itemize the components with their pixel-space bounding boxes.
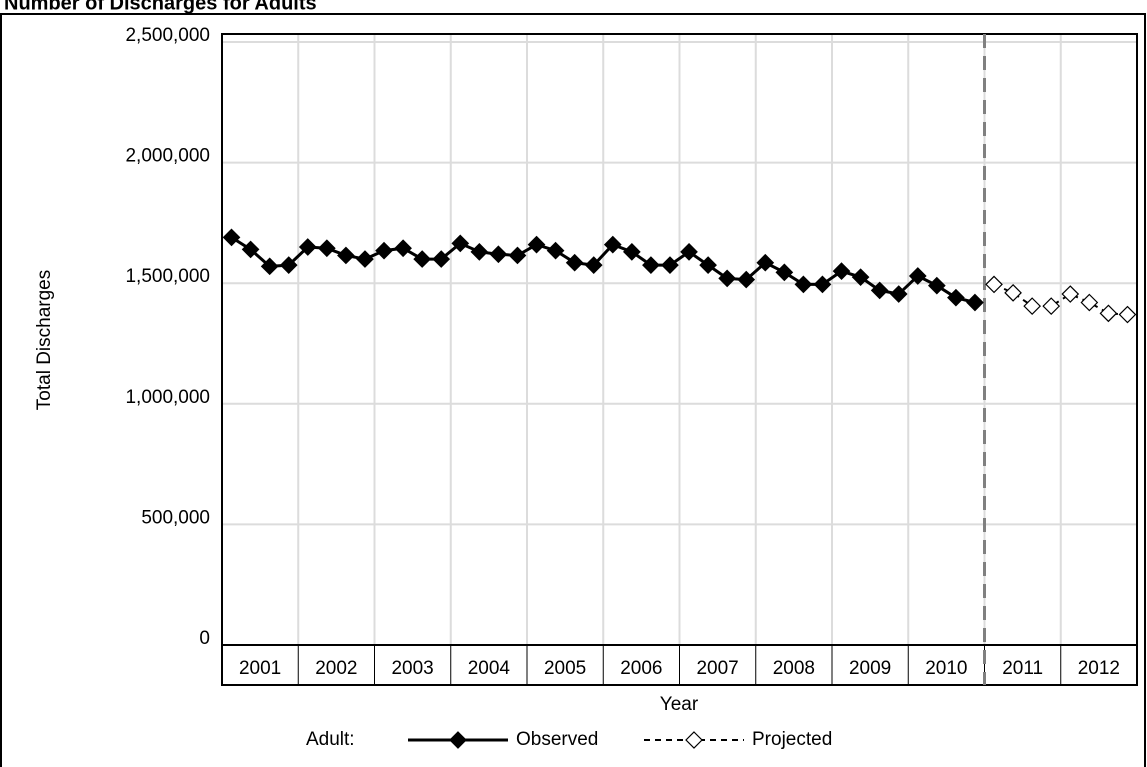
data-point [737, 270, 756, 289]
y-tick-label: 500,000 [141, 507, 210, 528]
data-point [1118, 305, 1137, 324]
legend-marker [685, 731, 703, 749]
x-tick-label: 2002 [315, 658, 357, 679]
y-tick-label: 1,000,000 [125, 387, 210, 408]
chart-title: Number of Discharges for Adults [4, 0, 317, 14]
legend-label: Projected [752, 729, 832, 750]
data-point [298, 238, 317, 256]
y-tick-label: 2,000,000 [125, 146, 210, 167]
series-line [230, 236, 976, 304]
data-point [375, 241, 393, 260]
data-point [279, 256, 298, 274]
data-point [489, 245, 508, 264]
data-point [222, 228, 241, 247]
x-tick-label: 2010 [925, 658, 967, 679]
data-point [794, 275, 813, 294]
data-point [1061, 285, 1080, 303]
legend-marker [449, 731, 467, 749]
data-point [1099, 304, 1118, 323]
x-axis-label: Year [660, 694, 699, 715]
data-point [889, 285, 908, 303]
data-point [832, 262, 851, 280]
data-point [699, 256, 717, 274]
data-point [1004, 283, 1022, 302]
data-point [356, 250, 374, 268]
data-point [870, 281, 889, 300]
data-point [775, 263, 794, 282]
data-point [851, 268, 870, 287]
data-point [947, 288, 965, 307]
x-tick-label: 2009 [849, 658, 891, 679]
data-point [527, 235, 546, 254]
x-tick-label: 2003 [391, 658, 433, 679]
x-tick-label: 2001 [239, 658, 281, 679]
data-point [584, 256, 603, 274]
data-point [718, 269, 737, 288]
data-point [1080, 293, 1099, 312]
legend-label: Observed [516, 729, 598, 750]
data-point [642, 256, 660, 274]
data-point [317, 239, 336, 258]
x-tick-label: 2006 [620, 658, 662, 679]
data-point [241, 240, 260, 259]
data-point [337, 246, 355, 265]
data-point [908, 267, 927, 285]
data-point [985, 275, 1003, 294]
data-point [432, 250, 451, 268]
x-tick-label: 2004 [468, 658, 511, 679]
data-point [413, 250, 432, 268]
plot-border [221, 33, 1138, 686]
data-point [661, 256, 679, 274]
data-point [260, 257, 279, 276]
data-point [1023, 297, 1042, 315]
x-tick-label: 2011 [1002, 658, 1043, 679]
data-point [622, 242, 641, 261]
data-point [603, 235, 622, 254]
x-tick-label: 2005 [544, 658, 586, 679]
data-point [813, 275, 832, 294]
y-tick-label: 0 [199, 628, 210, 649]
data-point [680, 242, 698, 261]
x-tick-label: 2007 [696, 658, 738, 679]
y-tick-label: 1,500,000 [125, 266, 210, 287]
data-point [927, 276, 946, 295]
data-point [508, 246, 527, 265]
data-point [451, 234, 470, 253]
data-point [565, 253, 584, 272]
data-point [966, 293, 984, 312]
x-tick-label: 2012 [1078, 658, 1120, 679]
y-axis-label: Total Discharges [34, 270, 55, 410]
data-point [470, 242, 489, 261]
y-tick-label: 2,500,000 [125, 25, 210, 46]
data-point [1042, 297, 1061, 315]
data-point [394, 239, 412, 258]
frame [0, 13, 1146, 767]
data-point [756, 253, 775, 272]
data-point [546, 241, 565, 260]
x-tick-label: 2008 [773, 658, 815, 679]
legend-title: Adult: [306, 729, 355, 750]
